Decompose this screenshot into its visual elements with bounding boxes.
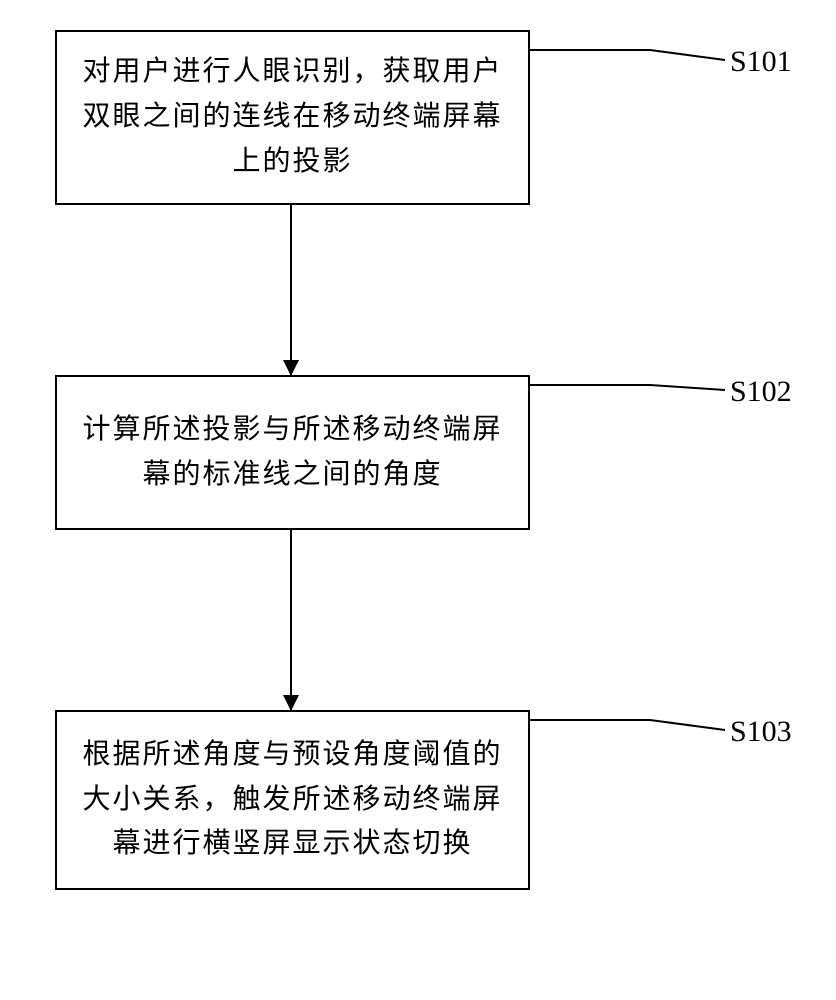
label-s101: S101 (730, 45, 792, 79)
flowchart-node-s101: 对用户进行人眼识别，获取用户双眼之间的连线在移动终端屏幕上的投影 (55, 30, 530, 205)
flowchart-node-s103: 根据所述角度与预设角度阈值的大小关系，触发所述移动终端屏幕进行横竖屏显示状态切换 (55, 710, 530, 890)
leader-line-s103 (530, 700, 730, 740)
leader-line-s102 (530, 365, 730, 405)
flowchart-node-s102: 计算所述投影与所述移动终端屏幕的标准线之间的角度 (55, 375, 530, 530)
node-s101-text: 对用户进行人眼识别，获取用户双眼之间的连线在移动终端屏幕上的投影 (77, 50, 508, 184)
arrowhead-s103 (283, 695, 299, 711)
label-s102: S102 (730, 375, 792, 409)
label-s103: S103 (730, 715, 792, 749)
node-s102-text: 计算所述投影与所述移动终端屏幕的标准线之间的角度 (77, 408, 508, 498)
arrowhead-s102 (283, 360, 299, 376)
connector-s101-s102 (290, 205, 292, 375)
connector-s102-s103 (290, 530, 292, 710)
leader-line-s101 (530, 30, 730, 70)
node-s103-text: 根据所述角度与预设角度阈值的大小关系，触发所述移动终端屏幕进行横竖屏显示状态切换 (77, 733, 508, 867)
flowchart-container: 对用户进行人眼识别，获取用户双眼之间的连线在移动终端屏幕上的投影 S101 计算… (0, 0, 836, 1000)
